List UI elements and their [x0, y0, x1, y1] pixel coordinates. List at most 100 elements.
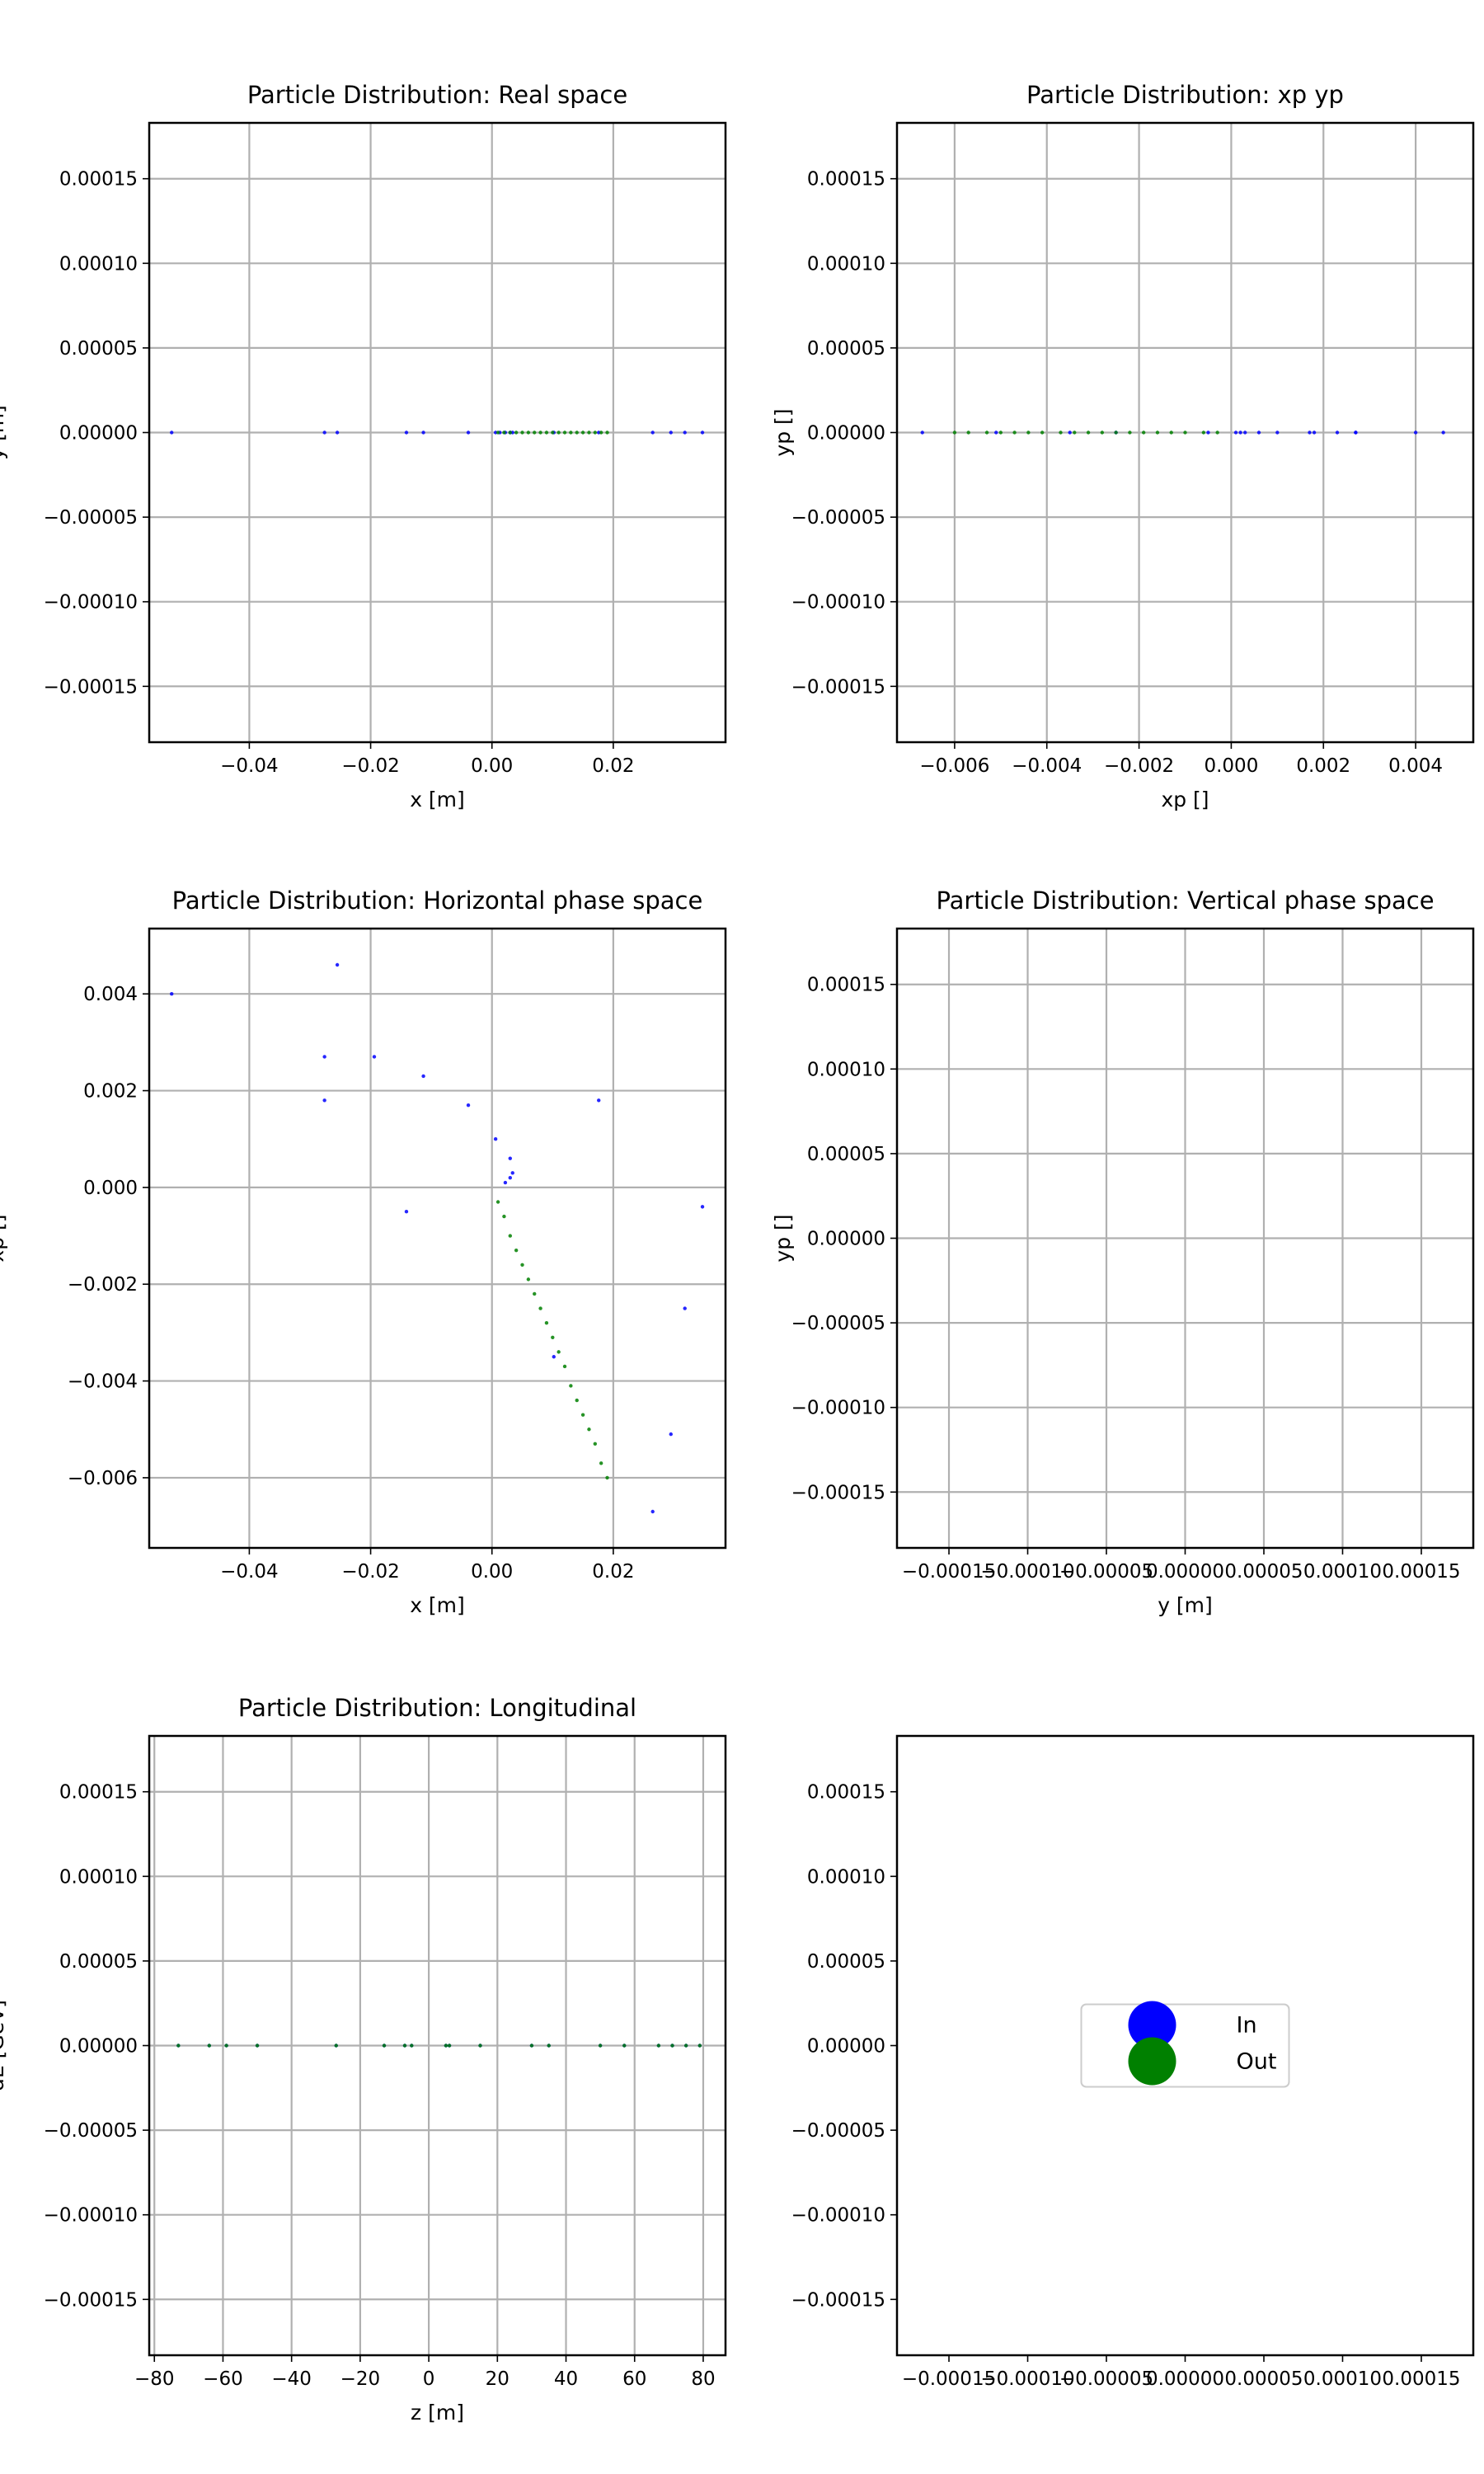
y-tick-label: 0.002 [83, 1081, 138, 1103]
y-tick-label: −0.002 [68, 1274, 138, 1296]
data-point-in [170, 992, 174, 996]
x-tick-label: 0.00005 [1224, 2368, 1303, 2390]
chart-panel-longitudinal: −80 −60 −40 −20 0 20 40 60 80 0.00015 0.00010 0.000… [0, 1694, 727, 2425]
x-axis-label: x [m] [410, 788, 465, 811]
data-point-out [502, 1214, 506, 1219]
y-tick-label: −0.006 [68, 1468, 138, 1489]
chart-panel-real-space: −0.04 −0.02 0.00 0.02 0.00015 0.00010 0.00005 0… [0, 81, 727, 811]
data-point-in [421, 1074, 425, 1079]
data-point-out [255, 2044, 260, 2048]
chart-title: Particle Distribution: Longitudinal [238, 1694, 636, 1722]
x-tick-label: −0.04 [220, 1561, 278, 1583]
y-tick-label: 0.00005 [807, 1951, 885, 1973]
x-tick-label: 60 [622, 2368, 646, 2390]
x-tick-label: 0.004 [1388, 755, 1443, 777]
data-point-out [599, 430, 603, 435]
data-point-out [514, 1248, 519, 1253]
x-axis-label: xp [] [1161, 788, 1209, 811]
chart-panel-xp-yp: −0.006 −0.004 −0.002 0.000 0.002 0.004 0.00015… [771, 81, 1475, 811]
data-point-in [421, 430, 425, 435]
data-point-in [552, 1355, 556, 1359]
data-point-out [605, 1475, 609, 1480]
x-tick-label: 0.00 [471, 755, 513, 777]
data-point-in [466, 430, 471, 435]
x-tick-label: −40 [271, 2368, 312, 2390]
data-point-out [984, 430, 989, 435]
y-tick-label: 0.00005 [807, 338, 885, 360]
y-tick-label: −0.00005 [44, 2120, 138, 2142]
data-point-in [1312, 430, 1317, 435]
chart-title: Particle Distribution: Real space [247, 81, 627, 109]
y-tick-label: −0.004 [68, 1371, 138, 1393]
data-point-out [547, 2044, 551, 2048]
y-tick-label: −0.00015 [44, 676, 138, 698]
y-tick-label: −0.00010 [44, 2205, 138, 2227]
chart-title: Particle Distribution: xp yp [1026, 81, 1344, 109]
data-point-in [1242, 430, 1247, 435]
y-axis-label: yp [] [771, 408, 795, 456]
y-tick-label: 0.00010 [59, 1866, 138, 1888]
data-point-out [556, 1350, 561, 1354]
x-axis-label: z [m] [411, 2401, 464, 2425]
y-tick-label: −0.00005 [791, 2120, 885, 2142]
data-point-out [1026, 430, 1031, 435]
data-point-out [495, 1200, 500, 1204]
x-tick-label: −0.04 [220, 755, 278, 777]
y-tick-label: −0.00010 [791, 1398, 885, 1419]
data-point-out [580, 430, 585, 435]
data-point-out [1040, 430, 1045, 435]
data-point-out [508, 1234, 512, 1238]
data-point-in [920, 430, 924, 435]
data-point-out [526, 1277, 531, 1282]
x-tick-label: −0.00010 [980, 1561, 1074, 1583]
x-tick-label: 20 [486, 2368, 510, 2390]
data-point-in [994, 430, 998, 435]
data-point-out [495, 430, 500, 435]
y-tick-label: 0.00005 [59, 1951, 138, 1973]
y-tick-label: 0.004 [83, 984, 138, 1005]
legend-label-out: Out [1237, 2049, 1277, 2075]
data-point-in [700, 430, 705, 435]
data-point-out [569, 1384, 573, 1388]
data-point-out [966, 430, 970, 435]
data-point-in [508, 1156, 512, 1160]
data-point-in [683, 430, 687, 435]
x-tick-label: 0.00010 [1303, 2368, 1382, 2390]
data-point-out [544, 430, 549, 435]
data-point-in [170, 430, 174, 435]
data-point-out [551, 1335, 555, 1339]
data-point-out [587, 430, 591, 435]
data-point-out [207, 2044, 212, 2048]
y-tick-label: 0.00015 [807, 169, 885, 190]
x-tick-label: 0.00000 [1146, 2368, 1224, 2390]
y-axis-label: yp [] [771, 1214, 795, 1262]
data-point-out [1201, 430, 1206, 435]
data-point-out [1012, 430, 1017, 435]
data-point-out [593, 430, 598, 435]
x-axis-label: y [m] [1158, 1593, 1213, 1617]
data-point-out [1073, 430, 1077, 435]
y-tick-label: −0.00010 [791, 592, 885, 614]
data-point-in [1256, 430, 1261, 435]
x-tick-label: −0.02 [341, 1561, 399, 1583]
data-point-out [1059, 430, 1063, 435]
data-point-out [593, 1442, 598, 1446]
data-point-in [322, 1055, 326, 1059]
y-axis-label: dE [GeV] [0, 2000, 8, 2091]
x-tick-label: −0.02 [341, 755, 399, 777]
data-point-out [562, 1364, 567, 1369]
legend-label-in: In [1237, 2013, 1257, 2039]
data-point-out [410, 2044, 414, 2048]
data-point-out [587, 1427, 591, 1432]
data-point-out [502, 430, 506, 435]
data-point-in [508, 1175, 512, 1180]
x-tick-label: −0.00015 [902, 1561, 996, 1583]
y-tick-label: 0.000 [83, 1178, 138, 1199]
data-point-out [556, 430, 561, 435]
y-axis-label: xp [] [0, 1214, 8, 1262]
data-point-out [562, 430, 567, 435]
data-point-in [503, 1180, 508, 1185]
data-point-out [1114, 430, 1118, 435]
y-tick-label: 0.00015 [807, 975, 885, 996]
